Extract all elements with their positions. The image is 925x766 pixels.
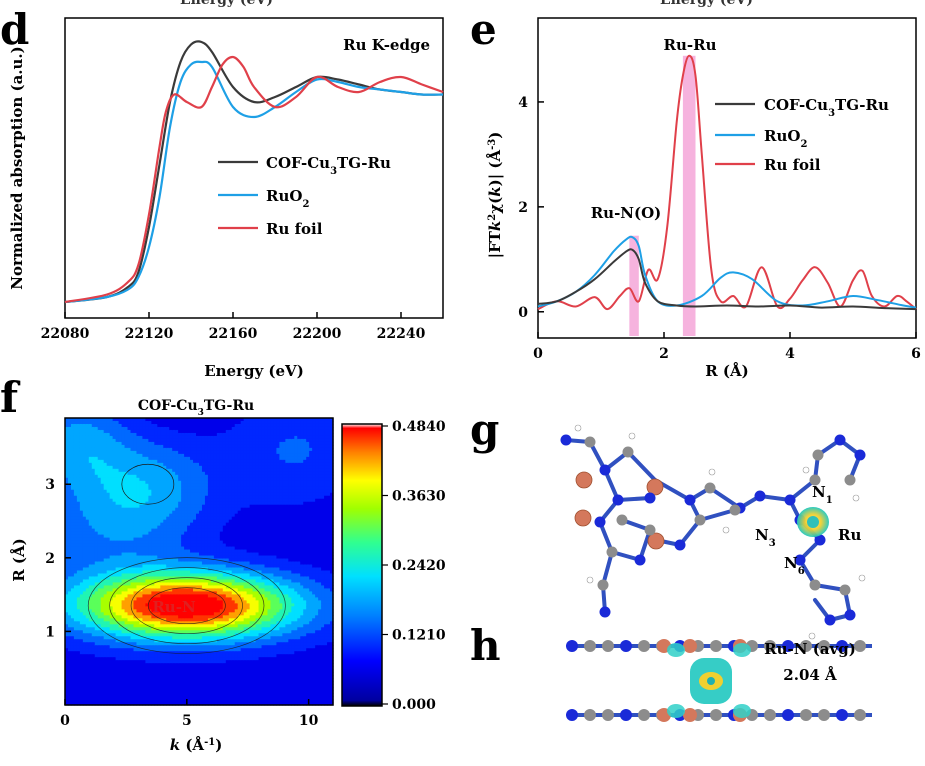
panel-d-annotation: Ru K-edge — [343, 36, 430, 54]
panel-f-title: COF-Cu3TG-Ru — [138, 398, 254, 418]
panel-e-ylabel: |FTk2χ(k)| (Å-3) — [486, 132, 504, 259]
x-tick-label: 22120 — [125, 326, 174, 342]
panel-f-heatmap — [65, 418, 334, 706]
panel-f-ylabel: R (Å) — [10, 538, 28, 582]
legend-label-cof: COF-Cu3TG-Ru — [764, 96, 889, 119]
panel-e-frame — [538, 18, 916, 338]
peak-label-ru-n: Ru-N(O) — [591, 204, 662, 222]
x-tick-label: 6 — [911, 346, 921, 362]
series-line-rufoil — [65, 57, 443, 302]
panel-e-xlabel: R (Å) — [705, 362, 749, 380]
panel-d-header-cut: Energy (eV) — [180, 0, 273, 8]
x-tick-label: 2 — [659, 346, 669, 362]
panel-e: Energy (eV) e |FTk2χ(k)| (Å-3) 0 2 4 6 0 2 4 R… — [470, 0, 921, 380]
legend-label-rufoil: Ru foil — [266, 220, 323, 238]
x-tick-label: 0 — [533, 346, 543, 362]
legend-label-cof: COF-Cu3TG-Ru — [266, 154, 391, 177]
peak-highlight-band — [683, 56, 696, 336]
panel-e-label: e — [470, 5, 497, 54]
panel-d-xlabel: Energy (eV) — [204, 362, 304, 380]
y-tick-label: 0 — [518, 305, 528, 321]
panel-e-highlights — [629, 56, 695, 336]
panel-d-x-ticks: 22080 22120 22160 22200 22240 — [41, 312, 426, 342]
legend-label-rufoil: Ru foil — [764, 156, 821, 174]
x-tick-label: 4 — [785, 346, 795, 362]
panel-d-ylabel: Normalized absorption (a.u.) — [8, 46, 26, 289]
legend-label-ruo2: RuO2 — [764, 127, 807, 150]
peak-label-ru-ru: Ru-Ru — [664, 36, 717, 54]
series-line-ruo2 — [65, 62, 443, 302]
y-tick-label: 2 — [518, 200, 528, 216]
panel-e-curves — [538, 56, 916, 309]
legend-label-ruo2: RuO2 — [266, 187, 309, 210]
x-tick-label: 22200 — [293, 326, 342, 342]
x-tick-label: 22160 — [209, 326, 258, 342]
panel-f-label: f — [0, 373, 21, 422]
x-tick-label: 22240 — [377, 326, 426, 342]
x-tick-label: 22080 — [41, 326, 90, 342]
y-tick-label: 4 — [518, 95, 528, 111]
series-line-rufoil — [538, 56, 916, 309]
panel-e-header-cut: Energy (eV) — [660, 0, 753, 8]
panel-d: Energy (eV) d Normalized absorption (a.u… — [0, 0, 443, 380]
panel-d-legend: COF-Cu3TG-Ru RuO2 Ru foil — [218, 154, 391, 238]
panel-e-legend: COF-Cu3TG-Ru RuO2 Ru foil — [715, 96, 889, 174]
